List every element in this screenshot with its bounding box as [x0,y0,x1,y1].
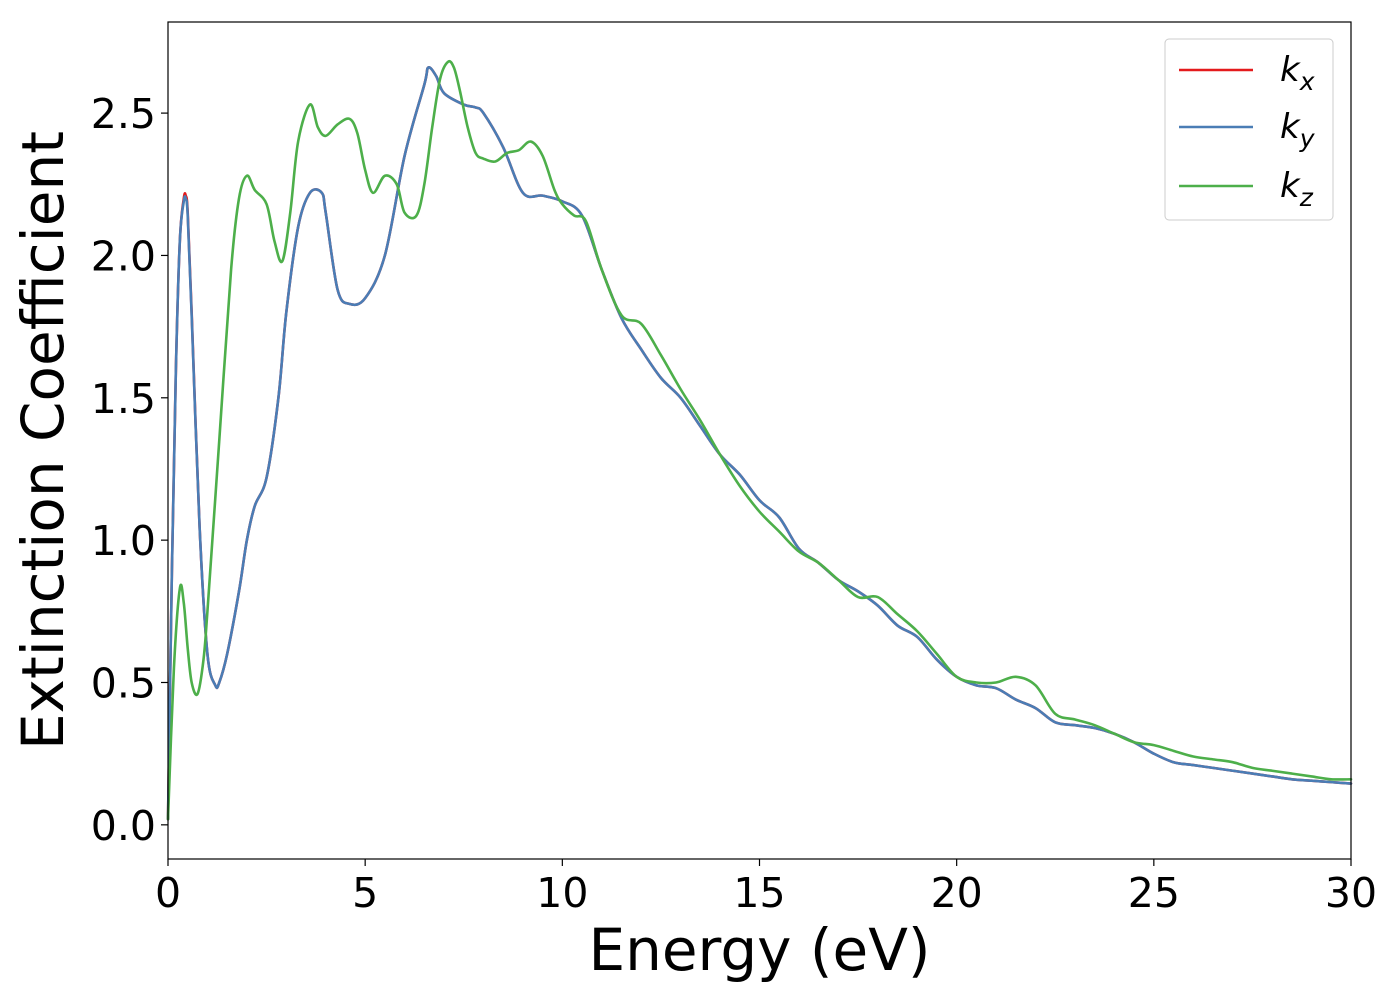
y-axis-label: Extinction Coefficient [9,131,77,750]
ticks-layer: 0 5 10 15 20 25 30 0.0 0.5 1.0 1.5 2.0 2.5 [91,90,1377,917]
series-line-kz [166,59,1353,821]
legend-label-kx: kx [1280,50,1315,96]
y-tick-label: 0.0 [91,802,156,850]
legend-entries: kx ky kz [1179,50,1316,212]
legend-label-ky: ky [1280,107,1316,153]
y-tick-label: 1.5 [91,375,156,423]
legend-label-kz: kz [1280,166,1314,212]
series-line-ky [166,66,1353,821]
x-tick-label: 30 [1325,869,1377,917]
x-axis-label: Energy (eV) [588,916,930,984]
legend: kx ky kz [1164,38,1334,221]
series-layer [166,59,1353,821]
x-tick-label: 5 [352,869,378,917]
x-tick-label: 0 [155,869,181,917]
y-tick-label: 1.0 [91,517,156,565]
x-tick-label: 10 [536,869,588,917]
y-tick-label: 0.5 [91,659,156,707]
x-tick-label: 15 [733,869,785,917]
legend-box [1164,38,1334,221]
y-tick-label: 2.0 [91,232,156,280]
x-tick-label: 20 [931,869,983,917]
y-tick-label: 2.5 [91,90,156,138]
x-tick-label: 25 [1128,869,1180,917]
